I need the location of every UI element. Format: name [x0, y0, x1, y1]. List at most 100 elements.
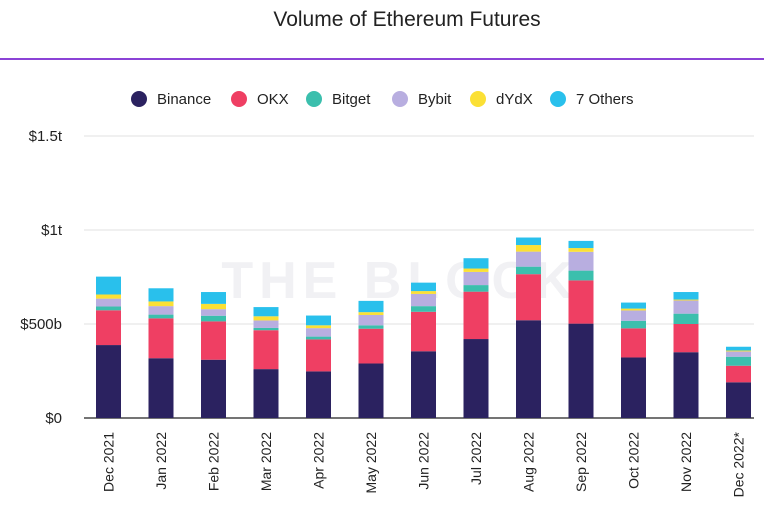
legend-marker [306, 91, 322, 107]
bar-segment-dydx [411, 291, 436, 294]
bar-segment-7-others [568, 240, 594, 249]
bar-segment-binance [148, 358, 174, 418]
y-tick-label: $0 [45, 410, 62, 427]
legend-label: 7 Others [576, 91, 634, 108]
x-tick-label: Aug 2022 [521, 432, 537, 492]
bar-segment-dydx [201, 303, 226, 310]
legend-label: Bybit [418, 91, 452, 108]
legend-marker [470, 91, 486, 107]
y-axis: $0 $500b $1t $1.5t [20, 128, 63, 427]
bar-segment-dydx [516, 245, 541, 252]
x-tick-label: Oct 2022 [626, 432, 642, 489]
bar-segment-dydx [621, 308, 646, 311]
legend-label: Bitget [332, 91, 371, 108]
bar-segment-bybit [463, 271, 489, 286]
legend-marker [131, 91, 147, 107]
legend-label: OKX [257, 91, 289, 108]
bar-segment-binance [411, 351, 436, 418]
x-tick-label: Nov 2022 [678, 432, 694, 492]
legend-marker [231, 91, 247, 107]
bar-segment-7-others [463, 258, 489, 269]
bar-segment-binance [253, 369, 279, 418]
bar-segment-okx [96, 310, 121, 346]
bar-segment-7-others [673, 292, 699, 300]
bar-segment-7-others [253, 307, 279, 317]
bar-segment-bybit [253, 320, 279, 328]
bar-segment-okx [726, 365, 751, 383]
bar-segment-bybit [726, 351, 751, 357]
bar-segment-okx [411, 311, 436, 352]
bar-segment-bitget [253, 327, 279, 331]
bar-segment-bitget [621, 320, 646, 329]
bar-segment-dydx [96, 294, 121, 299]
legend-marker [550, 91, 566, 107]
bar-segment-bitget [358, 325, 384, 329]
bar-segment-bybit [568, 251, 594, 271]
bar-segment-7-others [358, 300, 384, 313]
bars [96, 237, 751, 418]
bar-segment-okx [516, 274, 541, 321]
bar-segment-bitget [516, 266, 541, 275]
bar-segment-dydx [253, 316, 279, 321]
x-tick-label: Sep 2022 [573, 432, 589, 492]
bar-segment-bitget [148, 314, 174, 319]
bar-segment-okx [568, 280, 594, 324]
bar-segment-binance [673, 352, 699, 418]
x-tick-label: Jun 2022 [416, 432, 432, 490]
bar-segment-7-others [726, 346, 751, 351]
y-tick-label: $500b [20, 316, 62, 333]
bar-segment-bitget [96, 306, 121, 311]
bar-segment-bitget [463, 285, 489, 292]
bar-segment-okx [621, 328, 646, 358]
legend-marker [392, 91, 408, 107]
bar-segment-okx [201, 321, 226, 360]
y-tick-label: $1t [41, 222, 63, 239]
x-axis: Dec 2021 Jan 2022 Feb 2022 Mar 2022 Apr 2022… [101, 431, 747, 497]
bar-segment-bybit [148, 306, 174, 315]
x-tick-label: May 2022 [363, 432, 379, 494]
legend-label: dYdX [496, 91, 533, 108]
bar-segment-bybit [411, 293, 436, 307]
bar-segment-okx [148, 318, 174, 359]
bar-segment-7-others [96, 276, 121, 295]
bar-segment-dydx [568, 248, 594, 252]
bar-segment-7-others [306, 315, 331, 326]
x-tick-label: Jul 2022 [468, 432, 484, 485]
bar-segment-dydx [726, 350, 751, 352]
legend-label: Binance [157, 91, 211, 108]
x-tick-label: Dec 2022* [731, 431, 747, 497]
bar-segment-binance [726, 382, 751, 418]
watermark: THE BLOCK [221, 252, 578, 310]
bar-segment-binance [201, 359, 226, 418]
bar-segment-bitget [726, 356, 751, 366]
bar-segment-dydx [148, 301, 174, 307]
y-tick-label: $1.5t [29, 128, 63, 145]
bar-segment-7-others [201, 292, 226, 304]
bar-segment-binance [568, 323, 594, 418]
bar-segment-dydx [358, 312, 384, 315]
x-tick-label: Feb 2022 [206, 432, 222, 491]
bar-segment-dydx [673, 299, 699, 301]
bar-segment-7-others [411, 282, 436, 292]
bar-segment-binance [358, 363, 384, 418]
x-tick-label: Jan 2022 [153, 432, 169, 490]
bar-segment-7-others [621, 302, 646, 309]
x-tick-label: Mar 2022 [258, 432, 274, 491]
bar-segment-bybit [358, 314, 384, 326]
bar-segment-7-others [516, 237, 541, 246]
bar-segment-bybit [201, 309, 226, 316]
bar-segment-bybit [516, 251, 541, 267]
bar-segment-binance [96, 345, 121, 418]
bar-segment-bitget [201, 315, 226, 322]
chart-title: Volume of Ethereum Futures [273, 8, 540, 31]
legend: Binance OKX Bitget Bybit dYdX 7 Others [131, 91, 634, 108]
bar-segment-bitget [673, 313, 699, 324]
bar-segment-okx [306, 339, 331, 372]
bar-segment-bitget [306, 336, 331, 340]
bar-segment-binance [306, 371, 331, 418]
bar-segment-7-others [148, 288, 174, 302]
bar-segment-bybit [96, 298, 121, 307]
bar-segment-okx [673, 324, 699, 353]
bar-segment-bybit [673, 300, 699, 314]
bar-segment-okx [463, 291, 489, 340]
